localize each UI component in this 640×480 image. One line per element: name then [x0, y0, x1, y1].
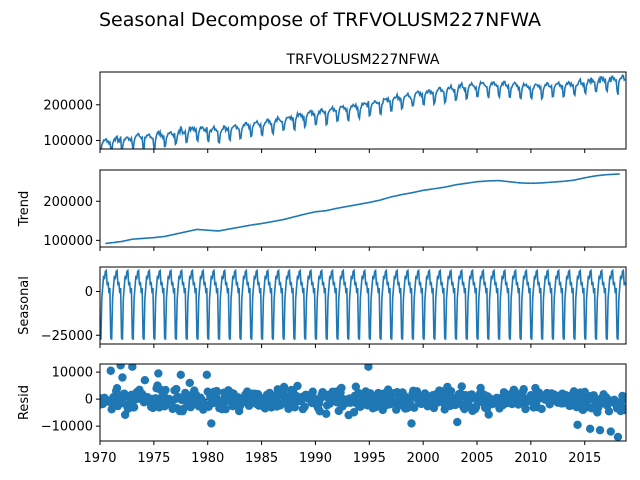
resid-point	[154, 369, 163, 378]
resid-point	[619, 395, 626, 404]
resid-point	[521, 404, 530, 414]
resid-point	[308, 387, 317, 396]
x-tick-label: 2010	[514, 451, 547, 466]
resid-point	[140, 376, 150, 385]
resid-point	[185, 378, 194, 388]
trend-y-tick-label: 100000	[43, 234, 93, 249]
resid-point	[202, 370, 212, 380]
resid-point	[212, 386, 221, 396]
resid-point	[519, 385, 528, 394]
resid-axes-frame	[99, 363, 627, 442]
resid-panel: 10000 0 −10000 1970 1975 1980 1985 1990 1995 2000…	[17, 363, 627, 466]
resid-point	[604, 407, 614, 416]
observed-y-tick-label: 200000	[43, 98, 93, 113]
trend-y-tick-label: 200000	[43, 195, 93, 210]
resid-point	[128, 364, 137, 371]
seasonal-axes-frame	[99, 266, 627, 345]
resid-point	[573, 420, 582, 429]
resid-point	[106, 366, 115, 375]
observed-panel-title: TRFVOLUSM227NFWA	[286, 52, 440, 68]
x-tick-label: 1980	[191, 451, 224, 466]
resid-point	[407, 419, 416, 428]
resid-point	[569, 387, 579, 396]
observed-series-line	[100, 74, 626, 149]
x-tick-label: 2015	[568, 451, 601, 466]
seasonal-y-tick-label: 0	[85, 285, 93, 300]
seasonal-y-tick-label: −25000	[41, 329, 93, 344]
resid-point	[293, 381, 302, 391]
resid-point	[580, 387, 589, 397]
resid-point	[606, 427, 615, 436]
observed-y-tick-label: 100000	[43, 134, 93, 149]
resid-point	[290, 403, 299, 412]
resid-point	[221, 404, 230, 414]
x-tick-label: 1970	[83, 451, 116, 466]
resid-point	[484, 410, 493, 419]
x-tick-label: 1990	[299, 451, 332, 466]
resid-point	[585, 424, 595, 434]
observed-plot-area	[100, 74, 626, 149]
seasonal-panel: 0 −25000 Seasonal	[17, 266, 627, 348]
seasonal-y-axis-label: Seasonal	[17, 276, 32, 335]
resid-point	[595, 425, 605, 435]
figure-suptitle: Seasonal Decompose of TRFVOLUSM227NFWA	[99, 9, 541, 31]
observed-panel: 100000 200000	[43, 71, 627, 153]
resid-point	[112, 384, 122, 393]
trend-y-axis-label: Trend	[17, 191, 32, 228]
resid-point	[364, 364, 373, 371]
resid-point	[337, 383, 346, 393]
resid-y-tick-label: −10000	[41, 420, 93, 435]
resid-point	[116, 364, 125, 370]
resid-point	[129, 403, 139, 412]
resid-point	[161, 385, 170, 395]
resid-point	[207, 419, 216, 428]
resid-point	[260, 404, 270, 413]
resid-y-tick-label: 0	[85, 393, 93, 408]
seasonal-series-line	[100, 268, 626, 340]
observed-axes-frame	[99, 71, 627, 150]
x-tick-label: 1985	[245, 451, 278, 466]
resid-point	[300, 402, 309, 411]
resid-point	[349, 408, 359, 417]
resid-point	[537, 404, 546, 414]
resid-point	[351, 382, 361, 391]
trend-panel: 100000 200000 Trend	[17, 169, 627, 251]
resid-point	[457, 382, 466, 391]
seasonal-plot-area	[100, 268, 626, 340]
x-tick-label: 1975	[137, 451, 170, 466]
resid-point	[176, 370, 185, 380]
resid-point	[620, 404, 626, 413]
resid-point	[279, 382, 289, 392]
resid-plot-area	[100, 364, 626, 441]
resid-point	[172, 384, 181, 394]
resid-point	[453, 417, 462, 427]
trend-plot-area	[105, 173, 620, 245]
x-tick-label: 2005	[460, 451, 493, 466]
trend-axes-frame	[99, 169, 627, 248]
resid-point	[446, 386, 456, 396]
trend-series-line	[105, 173, 620, 245]
resid-point	[613, 432, 623, 441]
resid-y-tick-label: 10000	[52, 366, 93, 381]
x-tick-label: 1995	[353, 451, 386, 466]
resid-point	[118, 373, 127, 382]
resid-point	[322, 409, 331, 418]
resid-y-axis-label: Resid	[17, 385, 32, 420]
x-tick-label: 2000	[407, 451, 440, 466]
